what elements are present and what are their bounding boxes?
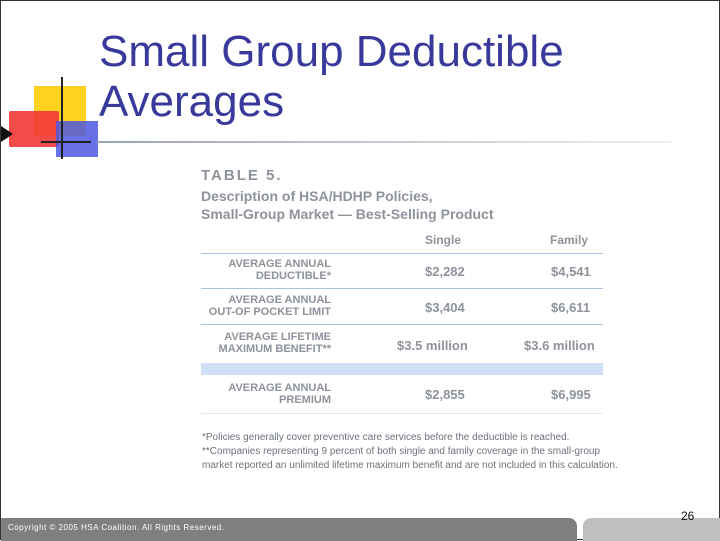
- table-description-line-2: Small-Group Market — Best-Selling Produc…: [201, 206, 494, 222]
- cell-lifetime-family: $3.6 million: [524, 338, 595, 353]
- title-underline: [97, 141, 672, 143]
- table-description-line-1: Description of HSA/HDHP Policies,: [201, 188, 433, 204]
- title-line-2: Averages: [99, 77, 285, 126]
- page-number: 26: [681, 509, 695, 523]
- pointer-arrow-icon: [1, 126, 13, 142]
- footnote-1: *Policies generally cover preventive car…: [202, 432, 570, 443]
- row-label-oop-limit: AVERAGE ANNUAL OUT-OF POCKET LIMIT: [209, 294, 331, 318]
- cell-oop-single: $3,404: [425, 300, 465, 315]
- footnote-2-line-1: **Companies representing 9 percent of bo…: [202, 446, 601, 457]
- table-row-divider: [201, 413, 603, 414]
- row-label-line: MAXIMUM BENEFIT**: [218, 343, 331, 355]
- row-label-line: DEDUCTIBLE*: [255, 270, 331, 282]
- row-label-line: OUT-OF POCKET LIMIT: [208, 306, 331, 318]
- slide-title: Small Group Deductible Averages: [99, 27, 659, 127]
- column-header-single: Single: [425, 233, 462, 247]
- column-header-family: Family: [550, 233, 589, 247]
- table-band: [201, 363, 603, 375]
- row-label-line: AVERAGE ANNUAL: [228, 258, 331, 270]
- row-label-premium: AVERAGE ANNUAL PREMIUM: [228, 382, 331, 406]
- horizontal-line-decoration: [41, 141, 91, 143]
- row-label-line: AVERAGE LIFETIME: [224, 331, 331, 343]
- table-row-divider: [201, 253, 603, 254]
- table-description: Description of HSA/HDHP Policies, Small-…: [201, 187, 494, 223]
- copyright-text: Copyright © 2005 HSA Coalition. All Righ…: [8, 523, 225, 532]
- cell-premium-family: $6,995: [551, 387, 591, 402]
- table-row-divider: [201, 288, 603, 289]
- table-row-divider: [201, 324, 603, 325]
- cell-deductible-single: $2,282: [425, 264, 465, 279]
- footer-bar: [1, 518, 577, 541]
- table-label: TABLE 5.: [201, 167, 283, 184]
- cell-deductible-family: $4,541: [551, 264, 591, 279]
- row-label-lifetime-max: AVERAGE LIFETIME MAXIMUM BENEFIT**: [219, 331, 331, 355]
- table-footnotes: *Policies generally cover preventive car…: [202, 431, 632, 473]
- cell-lifetime-single: $3.5 million: [397, 338, 468, 353]
- vertical-line-decoration: [61, 77, 63, 159]
- footer-bar-right: [583, 518, 720, 541]
- cell-oop-family: $6,611: [551, 300, 591, 315]
- row-label-deductible: AVERAGE ANNUAL DEDUCTIBLE*: [228, 258, 331, 282]
- footnote-2-line-2: market reported an unlimited lifetime ma…: [202, 460, 618, 471]
- cell-premium-single: $2,855: [425, 387, 465, 402]
- title-line-1: Small Group Deductible: [99, 27, 564, 76]
- table-figure: TABLE 5. Description of HSA/HDHP Policie…: [199, 167, 629, 477]
- row-label-line: AVERAGE ANNUAL: [228, 294, 331, 306]
- row-label-line: AVERAGE ANNUAL: [228, 382, 331, 394]
- row-label-line: PREMIUM: [279, 394, 331, 406]
- blue-square-decoration: [56, 121, 98, 157]
